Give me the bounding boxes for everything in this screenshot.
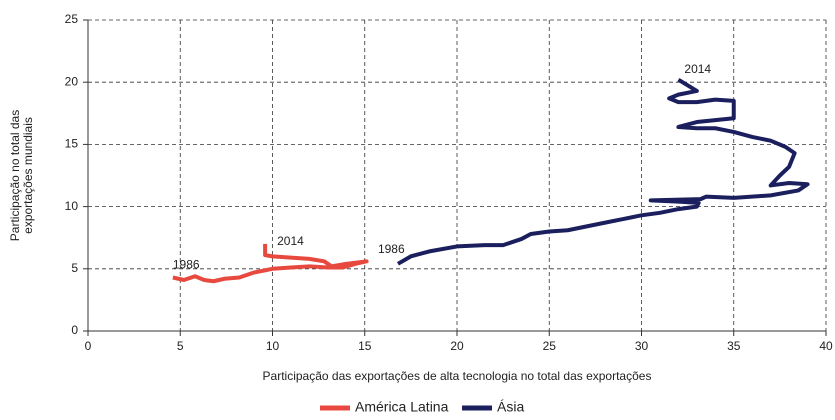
x-tick-label: 25 <box>543 339 557 353</box>
y-axis-label: Participação no total dasexportações mun… <box>8 110 35 241</box>
y-tick-label: 5 <box>71 261 78 275</box>
series-line <box>396 78 810 266</box>
y-axis-label-line: Participação no total das <box>8 110 22 241</box>
x-tick-label: 20 <box>450 339 464 353</box>
end-label: 2014 <box>277 234 304 248</box>
x-tick-label: 10 <box>266 339 280 353</box>
x-tick-label: 40 <box>819 339 833 353</box>
legend-label: América Latina <box>355 399 449 415</box>
x-axis-label: Participação das exportações de alta tec… <box>263 369 652 383</box>
y-tick-label: 25 <box>65 12 79 26</box>
x-tick-label: 15 <box>358 339 372 353</box>
x-tick-label: 30 <box>635 339 649 353</box>
y-tick-label: 0 <box>71 323 78 337</box>
y-tick-label: 10 <box>65 199 79 213</box>
x-tick-label: 35 <box>727 339 741 353</box>
start-label: 1986 <box>173 258 200 272</box>
legend-label: Ásia <box>497 399 524 415</box>
x-tick-label: 5 <box>177 339 184 353</box>
y-tick-label: 15 <box>65 137 79 151</box>
start-label: 1986 <box>378 242 405 256</box>
y-tick-label: 20 <box>65 74 79 88</box>
series-line <box>172 243 369 284</box>
end-label: 2014 <box>684 62 711 76</box>
y-axis-label-line: exportações mundiais <box>21 117 35 234</box>
x-tick-label: 0 <box>85 339 92 353</box>
